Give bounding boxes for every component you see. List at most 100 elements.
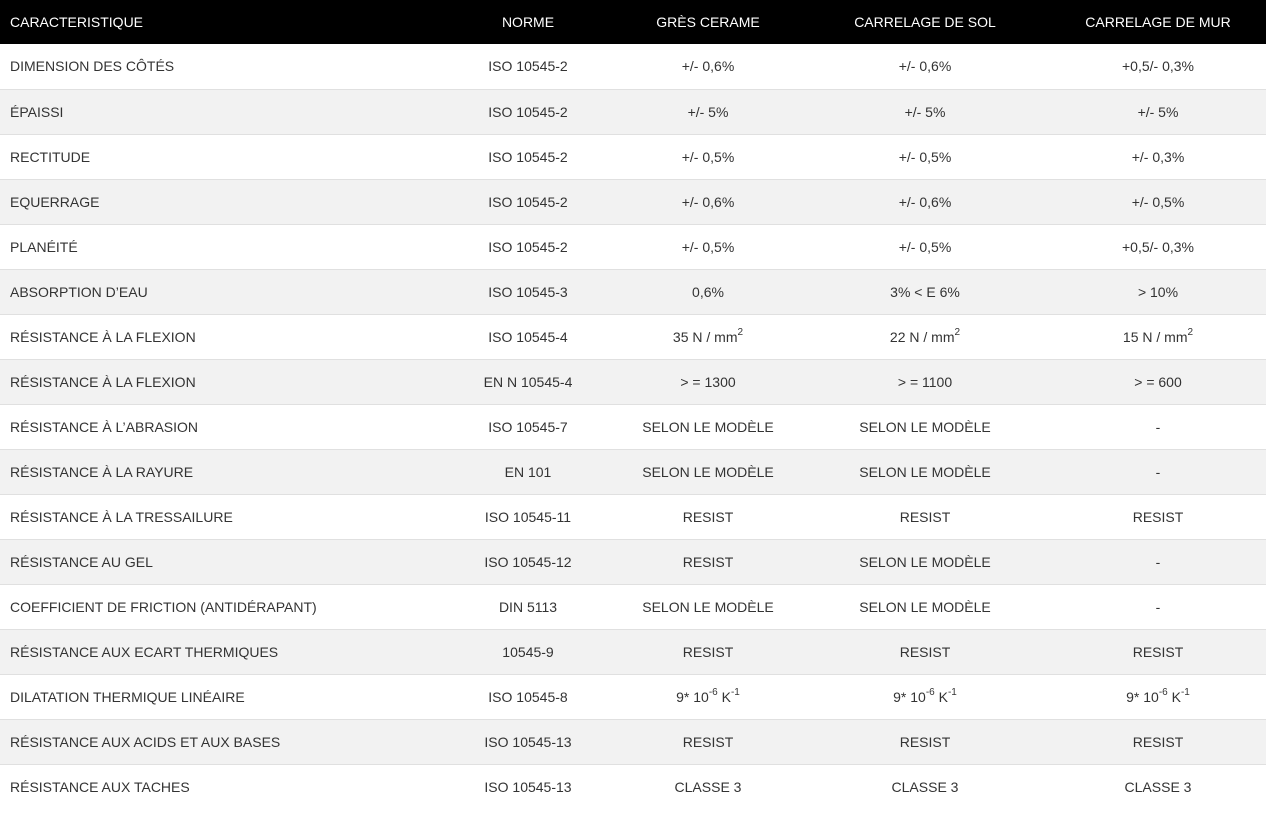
value-cell: > = 1300 [616, 358, 800, 404]
value-cell: RESIST [1050, 493, 1266, 539]
value-cell: SELON LE MODÈLE [800, 403, 1050, 449]
value-cell: RESIST [616, 628, 800, 674]
characteristic-cell: ÉPAISSI [0, 88, 440, 134]
value-cell: +/- 0,5% [616, 223, 800, 269]
table-row: RÉSISTANCE À LA FLEXION ISO 10545-4 35 N /… [0, 313, 1266, 359]
table-row: EQUERRAGE ISO 10545-2 +/- 0,6% +/- 0,6% +/- … [0, 178, 1266, 224]
characteristic-cell: RÉSISTANCE AUX ECART THERMIQUES [0, 628, 440, 674]
superscript: -6 [708, 686, 718, 698]
column-header: NORME [440, 0, 616, 44]
superscript: -1 [1180, 686, 1190, 698]
value-cell: ISO 10545-2 [440, 133, 616, 179]
value-cell: > = 1100 [800, 358, 1050, 404]
value-cell: 22 N / mm2 [800, 313, 1050, 359]
value-cell: +0,5/- 0,3% [1050, 44, 1266, 89]
value-cell: +/- 5% [1050, 88, 1266, 134]
value-cell: RESIST [800, 493, 1050, 539]
characteristic-cell: DILATATION THERMIQUE LINÉAIRE [0, 673, 440, 719]
table-header-row: CARACTERISTIQUE NORME GRÈS CERAME CARRELAGE… [0, 0, 1266, 44]
characteristic-cell: RÉSISTANCE À L’ABRASION [0, 403, 440, 449]
table-row: RÉSISTANCE AUX ECART THERMIQUES 10545-9 RE… [0, 628, 1266, 674]
value-cell: +/- 0,5% [1050, 178, 1266, 224]
table-body: DIMENSION DES CÔTÉS ISO 10545-2 +/- 0,6% +/… [0, 44, 1266, 809]
value-cell: RESIST [616, 718, 800, 764]
value-cell: 9* 10-6 K-1 [1050, 673, 1266, 719]
value-cell: ISO 10545-2 [440, 44, 616, 89]
value-cell: +/- 0,6% [616, 44, 800, 89]
characteristic-cell: EQUERRAGE [0, 178, 440, 224]
column-header: CARRELAGE DE SOL [800, 0, 1050, 44]
value-cell: CLASSE 3 [616, 763, 800, 809]
superscript: -1 [947, 686, 957, 698]
characteristic-cell: RÉSISTANCE À LA FLEXION [0, 358, 440, 404]
value-cell: +/- 0,5% [800, 223, 1050, 269]
value-cell: > 10% [1050, 268, 1266, 314]
table-row: RÉSISTANCE AU GEL ISO 10545-12 RESIST SELON… [0, 538, 1266, 584]
superscript: -6 [1158, 686, 1168, 698]
value-cell: ISO 10545-12 [440, 538, 616, 584]
table-row: DILATATION THERMIQUE LINÉAIRE ISO 10545-8… [0, 673, 1266, 719]
value-cell: CLASSE 3 [1050, 763, 1266, 809]
characteristic-cell: DIMENSION DES CÔTÉS [0, 44, 440, 89]
table-row: DIMENSION DES CÔTÉS ISO 10545-2 +/- 0,6% +/… [0, 44, 1266, 89]
value-cell: CLASSE 3 [800, 763, 1050, 809]
value-cell: SELON LE MODÈLE [800, 448, 1050, 494]
value-cell: +0,5/- 0,3% [1050, 223, 1266, 269]
table-row: RÉSISTANCE À LA TRESSAILURE ISO 10545-11 R… [0, 493, 1266, 539]
value-cell: RESIST [800, 718, 1050, 764]
value-cell: ISO 10545-2 [440, 223, 616, 269]
value-cell: ISO 10545-11 [440, 493, 616, 539]
value-cell: ISO 10545-13 [440, 718, 616, 764]
value-cell: 15 N / mm2 [1050, 313, 1266, 359]
superscript: 2 [737, 326, 744, 338]
value-cell: 3% < E 6% [800, 268, 1050, 314]
value-cell: ISO 10545-7 [440, 403, 616, 449]
value-cell: 9* 10-6 K-1 [800, 673, 1050, 719]
superscript: 2 [1187, 326, 1194, 338]
table-row: ÉPAISSI ISO 10545-2 +/- 5% +/- 5% +/- 5% [0, 88, 1266, 134]
value-cell: - [1050, 448, 1266, 494]
value-cell: SELON LE MODÈLE [616, 448, 800, 494]
characteristic-cell: RÉSISTANCE AU GEL [0, 538, 440, 584]
column-header: CARRELAGE DE MUR [1050, 0, 1266, 44]
value-cell: - [1050, 583, 1266, 629]
value-cell: ISO 10545-2 [440, 88, 616, 134]
characteristic-cell: RÉSISTANCE À LA TRESSAILURE [0, 493, 440, 539]
superscript: -1 [730, 686, 740, 698]
value-cell: > = 600 [1050, 358, 1266, 404]
characteristic-cell: RÉSISTANCE À LA FLEXION [0, 313, 440, 359]
value-cell: - [1050, 403, 1266, 449]
table-row: PLANÉITÉ ISO 10545-2 +/- 0,5% +/- 0,5% +0,5/… [0, 223, 1266, 269]
table-row: RÉSISTANCE À LA RAYURE EN 101 SELON LE MOD… [0, 448, 1266, 494]
value-cell: SELON LE MODÈLE [616, 403, 800, 449]
table-row: RÉSISTANCE AUX ACIDS ET AUX BASES ISO 105… [0, 718, 1266, 764]
value-cell: RESIST [616, 538, 800, 584]
value-cell: ISO 10545-13 [440, 763, 616, 809]
value-cell: +/- 0,6% [800, 178, 1050, 224]
value-cell: EN N 10545-4 [440, 358, 616, 404]
value-cell: 9* 10-6 K-1 [616, 673, 800, 719]
table-row: RÉSISTANCE À L’ABRASION ISO 10545-7 SELON … [0, 403, 1266, 449]
value-cell: +/- 0,3% [1050, 133, 1266, 179]
value-cell: ISO 10545-2 [440, 178, 616, 224]
value-cell: 35 N / mm2 [616, 313, 800, 359]
value-cell: +/- 0,5% [616, 133, 800, 179]
table-row: RÉSISTANCE AUX TACHES ISO 10545-13 CLASSE … [0, 763, 1266, 809]
value-cell: SELON LE MODÈLE [800, 583, 1050, 629]
value-cell: SELON LE MODÈLE [800, 538, 1050, 584]
column-header: CARACTERISTIQUE [0, 0, 440, 44]
characteristic-cell: RECTITUDE [0, 133, 440, 179]
characteristic-cell: RÉSISTANCE AUX ACIDS ET AUX BASES [0, 718, 440, 764]
characteristic-cell: RÉSISTANCE AUX TACHES [0, 763, 440, 809]
table-row: RÉSISTANCE À LA FLEXION EN N 10545-4 > = 1… [0, 358, 1266, 404]
column-header: GRÈS CERAME [616, 0, 800, 44]
value-cell: +/- 5% [616, 88, 800, 134]
value-cell: ISO 10545-3 [440, 268, 616, 314]
table-header: CARACTERISTIQUE NORME GRÈS CERAME CARRELAGE… [0, 0, 1266, 44]
value-cell: EN 101 [440, 448, 616, 494]
value-cell: +/- 0,5% [800, 133, 1050, 179]
value-cell: DIN 5113 [440, 583, 616, 629]
value-cell: RESIST [800, 628, 1050, 674]
